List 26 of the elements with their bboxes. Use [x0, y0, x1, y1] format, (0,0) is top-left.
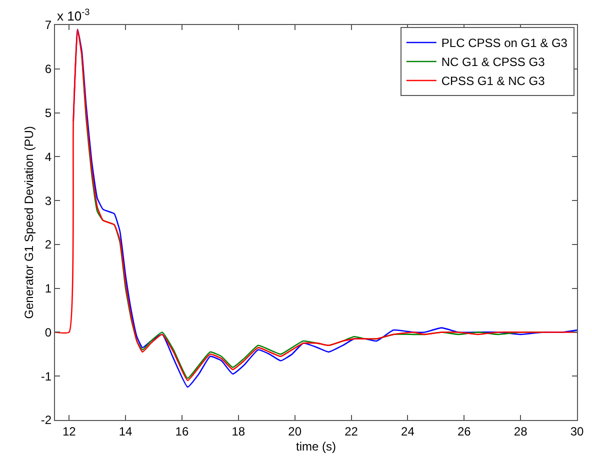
- y-tick-label: 7: [44, 18, 52, 32]
- x-tick-label: 26: [457, 424, 472, 438]
- y-tick-label: -2: [40, 413, 52, 428]
- x-tick-label: 14: [118, 424, 133, 438]
- y-tick-label: 3: [44, 194, 52, 208]
- x-tick-label: 12: [62, 424, 76, 438]
- x-tick-label: 24: [401, 424, 415, 438]
- y-tick-label: 4: [44, 150, 52, 164]
- x-tick-label: 16: [175, 424, 189, 438]
- y-tick-label: 2: [44, 238, 52, 252]
- text: x 10$^{-3}$: [57, 7, 90, 24]
- y-axis-title: Generator G1 Speed Deviation (PU): [22, 126, 36, 319]
- y-tick-label: 0: [44, 325, 52, 340]
- legend-label: NC G1 & CPSS G3: [441, 55, 546, 70]
- x-tick-label: 30: [570, 424, 584, 438]
- legend-label: CPSS G1 & NC G3: [441, 74, 546, 88]
- y-tick-label: 6: [44, 62, 52, 76]
- legend-label: PLC CPSS on G1 & G3: [441, 36, 568, 50]
- y-tick-label: 5: [44, 106, 52, 120]
- x-tick-label: 18: [232, 424, 246, 438]
- y-tick-label: -1: [40, 369, 52, 384]
- y-tick-label: 1: [44, 282, 52, 296]
- x-tick-label: 20: [288, 424, 302, 438]
- x-axis-title: time (s): [296, 439, 336, 454]
- x-tick-label: 28: [514, 424, 528, 438]
- x-tick-label: 22: [344, 424, 358, 438]
